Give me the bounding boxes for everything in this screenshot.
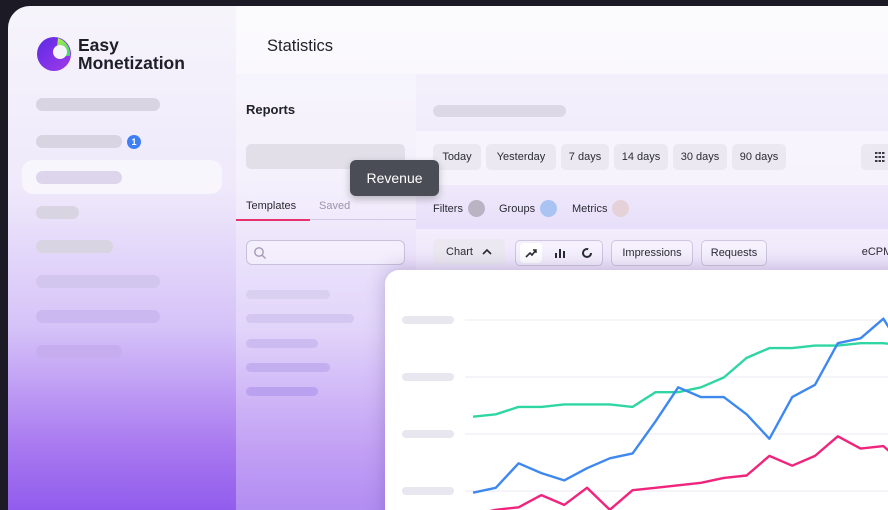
filters-row: Filters Groups Metrics	[416, 187, 888, 227]
metric-impressions-button[interactable]: Impressions	[611, 240, 693, 266]
app-logo[interactable]: Easy Monetization	[36, 36, 185, 72]
metrics-indicator	[612, 200, 630, 217]
tab-saved[interactable]: Saved	[319, 200, 351, 212]
line-chart-button[interactable]	[520, 243, 542, 263]
chart-toggle-label: Chart	[446, 246, 473, 258]
app-window: Easy Monetization 1 Statistics Reports T…	[8, 6, 888, 510]
metrics-label: Metrics	[572, 202, 608, 215]
reports-tabs: Templates Saved	[236, 192, 416, 221]
template-list-item[interactable]	[246, 290, 330, 299]
y-tick-label-placeholder	[402, 316, 454, 324]
metric-requests-button[interactable]: Requests	[701, 240, 767, 266]
reports-title: Reports	[246, 102, 296, 117]
bar-chart-icon	[555, 249, 565, 258]
template-list-item[interactable]	[246, 363, 330, 372]
period-today-button[interactable]: Today	[433, 144, 481, 170]
pie-chart-button[interactable]	[576, 243, 598, 263]
chart-controls-row: Chart	[416, 229, 888, 275]
page-title: Statistics	[267, 37, 334, 55]
pie-chart-icon	[582, 248, 592, 258]
calendar-button[interactable]	[861, 144, 888, 170]
metrics-toggle[interactable]: Metrics	[572, 200, 630, 217]
bar-chart-button[interactable]	[549, 243, 571, 263]
series-line-2[interactable]	[472, 317, 888, 494]
nav-item-placeholder[interactable]	[36, 345, 122, 358]
template-list-item[interactable]	[246, 387, 318, 396]
filters-toggle[interactable]: Filters	[433, 200, 485, 217]
groups-label: Groups	[499, 202, 536, 215]
nav-item-placeholder[interactable]	[36, 275, 160, 288]
period-selector-row: Today Yesterday 7 days 14 days 30 days 9…	[416, 131, 888, 185]
template-list-item[interactable]	[246, 339, 318, 348]
nav-item-placeholder[interactable]	[36, 310, 160, 323]
tab-templates[interactable]: Templates	[246, 200, 297, 212]
period-90-days-button[interactable]: 90 days	[732, 144, 786, 170]
filters-label: Filters	[433, 202, 463, 215]
top-header: Statistics	[236, 6, 888, 74]
calendar-icon	[875, 152, 885, 162]
report-name-placeholder	[433, 105, 566, 117]
nav-item-placeholder[interactable]	[36, 135, 122, 148]
nav-item-placeholder[interactable]	[36, 98, 160, 111]
nav-item-placeholder[interactable]	[36, 171, 122, 184]
period-14-days-button[interactable]: 14 days	[614, 144, 668, 170]
template-search-input[interactable]	[246, 240, 405, 265]
chart-type-group	[515, 240, 603, 266]
search-icon	[254, 247, 266, 259]
nav-item-placeholder[interactable]	[36, 206, 79, 219]
filters-indicator	[467, 200, 485, 217]
groups-indicator	[540, 200, 558, 217]
chart-card	[385, 270, 888, 510]
line-chart	[402, 316, 888, 510]
y-tick-label-placeholder	[402, 373, 454, 381]
active-tab-indicator	[236, 219, 310, 221]
period-30-days-button[interactable]: 30 days	[673, 144, 727, 170]
metric-ecpm-button[interactable]: eCPM	[861, 246, 888, 258]
groups-toggle[interactable]: Groups	[499, 200, 558, 217]
template-list-item[interactable]	[246, 314, 354, 323]
logo-text: Easy Monetization	[78, 36, 185, 72]
statistics-main: Today Yesterday 7 days 14 days 30 days 9…	[416, 74, 888, 510]
period-yesterday-button[interactable]: Yesterday	[486, 144, 556, 170]
y-tick-label-placeholder	[402, 487, 454, 495]
logo-mark-icon	[37, 37, 71, 71]
logo-line-1: Easy	[78, 35, 119, 55]
sidebar: Easy Monetization 1	[8, 6, 236, 510]
nav-item-placeholder[interactable]	[36, 240, 113, 253]
revenue-tooltip[interactable]: Revenue	[350, 160, 439, 196]
line-chart-icon	[525, 249, 537, 258]
period-7-days-button[interactable]: 7 days	[561, 144, 609, 170]
y-tick-label-placeholder	[402, 430, 454, 438]
logo-line-2: Monetization	[78, 53, 185, 73]
series-line-1[interactable]	[472, 338, 888, 418]
notification-badge: 1	[127, 135, 141, 149]
chevron-up-icon	[482, 248, 492, 255]
chart-collapse-toggle[interactable]: Chart	[433, 239, 505, 265]
series-line-3[interactable]	[473, 422, 888, 510]
